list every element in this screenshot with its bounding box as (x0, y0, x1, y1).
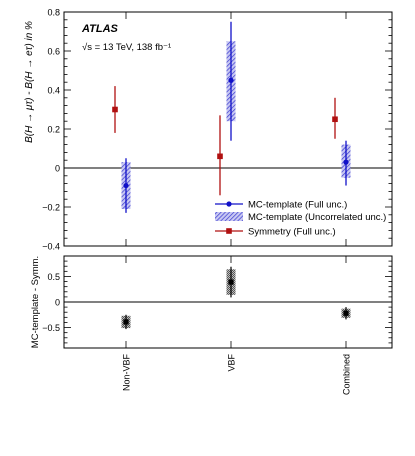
top-y-tick-label: 0 (55, 164, 60, 174)
point-mc-vbf (228, 77, 234, 83)
legend-marker-symmetry (226, 228, 232, 234)
top-y-tick-label: 0.6 (47, 47, 60, 57)
legend-label-symmetry: Symmetry (Full unc.) (248, 227, 336, 238)
ratio-y-tick-label: 0 (55, 298, 60, 308)
top-y-tick-label: 0.2 (47, 125, 60, 135)
point-mc-non-vbf (123, 182, 129, 189)
x-tick-label-vbf: VBF (227, 354, 237, 372)
top-panel: −0.4 −0.2 0 0.2 0.4 0.6 0.8 (42, 8, 393, 252)
legend-entry-mc-full: MC-template (Full unc.) (215, 200, 347, 211)
ratio-panel: −0.5 0 0.5 Non-VBF VBF Combined (42, 255, 393, 395)
top-y-tick-label: −0.4 (42, 242, 60, 252)
legend-entry-mc-uncorrelated: MC-template (Uncorrelated unc.) (215, 212, 386, 223)
ratio-y-tick-label: 0.5 (47, 272, 60, 282)
y-axis-label: B(H → μτ) - B(H → eτ) in % (24, 21, 35, 143)
legend-entry-symmetry: Symmetry (Full unc.) (215, 227, 336, 238)
legend-marker-mc-full (226, 201, 232, 207)
ratio-point-non-vbf (123, 319, 129, 325)
x-tick-label-non-vbf: Non-VBF (122, 354, 132, 392)
point-symmetry-combined (332, 116, 338, 123)
ratio-y-axis-label: MC-template - Symm. (30, 256, 41, 348)
energy-label: √s = 13 TeV, 138 fb⁻¹ (82, 42, 171, 53)
ratio-y-tick-label: −0.5 (42, 323, 60, 333)
legend: MC-template (Full unc.) MC-template (Unc… (215, 200, 386, 238)
point-symmetry-non-vbf (112, 106, 118, 113)
x-tick-label-combined: Combined (342, 354, 352, 395)
top-y-tick-label: 0.4 (47, 86, 60, 96)
point-symmetry-vbf (217, 153, 223, 160)
top-y-tick-label: −0.2 (42, 203, 60, 213)
legend-band-mc-uncorrelated (215, 212, 243, 221)
legend-label-mc-full: MC-template (Full unc.) (248, 200, 347, 211)
point-mc-combined (343, 159, 349, 165)
top-y-tick-label: 0.8 (47, 8, 60, 18)
legend-label-mc-uncorrelated: MC-template (Uncorrelated unc.) (248, 212, 386, 223)
ratio-point-vbf (228, 279, 234, 285)
ratio-point-combined (343, 310, 349, 316)
experiment-label: ATLAS (81, 23, 119, 35)
